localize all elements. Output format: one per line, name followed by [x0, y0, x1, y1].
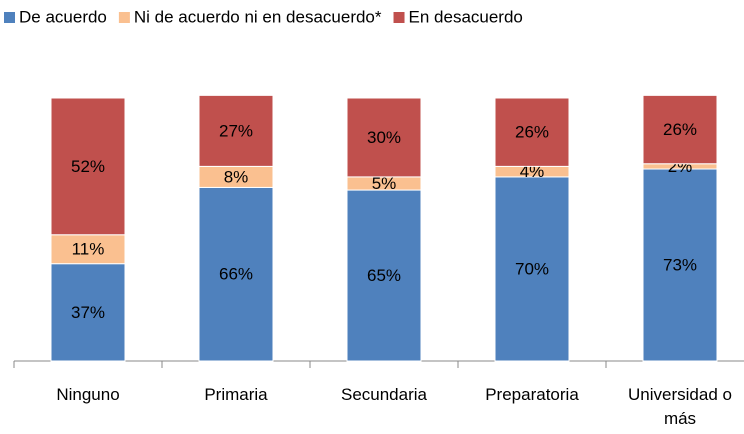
- data-label: 52%: [71, 157, 105, 176]
- x-tick-label: Ninguno: [56, 385, 120, 404]
- data-label: 73%: [663, 255, 697, 274]
- legend-swatch: [393, 12, 405, 23]
- bar-segment: [50, 97, 126, 236]
- x-tick-label: Preparatoria: [485, 385, 579, 404]
- legend-label: Ni de acuerdo ni en desacuerdo*: [134, 7, 382, 26]
- data-label: 27%: [219, 121, 253, 140]
- data-label: 11%: [72, 240, 105, 259]
- legend-label: De acuerdo: [19, 7, 107, 26]
- data-label: 37%: [71, 303, 105, 322]
- legend-swatch: [4, 12, 15, 23]
- bar-segment: [346, 189, 422, 362]
- data-label: 26%: [515, 123, 549, 142]
- data-label: 65%: [367, 266, 401, 285]
- x-tick-label: Universidad o más: [628, 385, 732, 428]
- data-label: 5%: [372, 174, 397, 193]
- bar-segment: [198, 94, 274, 167]
- bar-segment: [642, 94, 718, 165]
- bar-segment: [346, 97, 422, 178]
- legend-swatch: [118, 12, 130, 23]
- data-label: 66%: [219, 265, 253, 284]
- legend-label: En desacuerdo: [409, 7, 523, 26]
- data-label: 30%: [367, 128, 401, 147]
- data-label: 8%: [224, 167, 249, 186]
- bar-segment: [50, 263, 126, 362]
- x-tick-label: Secundaria: [340, 385, 427, 404]
- data-label: 70%: [515, 259, 549, 278]
- bar-segment: [50, 234, 126, 265]
- bar-segment: [642, 168, 718, 362]
- data-label: 26%: [663, 120, 697, 139]
- x-tick-label: Primaria: [204, 385, 268, 404]
- bar-segment: [494, 176, 570, 362]
- bar-segment: [494, 97, 570, 167]
